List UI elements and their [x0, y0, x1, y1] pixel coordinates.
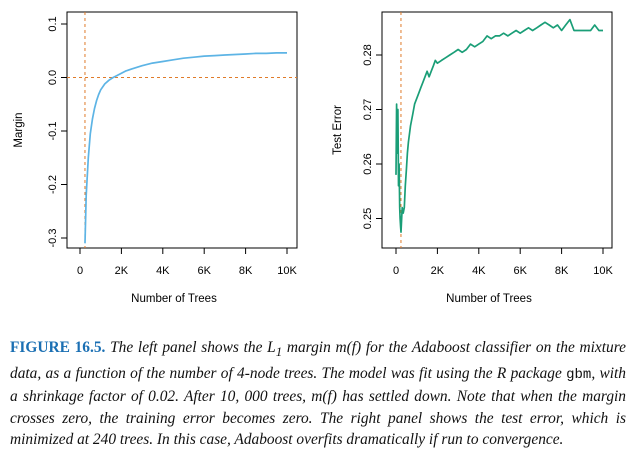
panel1-plot-frame — [66, 11, 298, 249]
caption-text-a: The left panel shows the L — [110, 339, 276, 356]
panel1-y-tick-label: -0.1 — [47, 122, 59, 141]
panel2-plot-frame — [381, 11, 613, 249]
panel2-y-tick-label: 0.28 — [362, 44, 374, 65]
panel2-x-tick-label: 10K — [593, 265, 613, 277]
panel1-x-tick-label: 6K — [197, 265, 211, 277]
panel2-x-tick-label: 6K — [513, 265, 527, 277]
panel2-y-tick-label: 0.27 — [362, 99, 374, 120]
panel1-x-tick-label: 8K — [239, 265, 253, 277]
figure-caption: FIGURE 16.5. The left panel shows the L1… — [10, 337, 626, 450]
panel2-y-tick-label: 0.25 — [362, 208, 374, 229]
panel1-series-line — [84, 52, 287, 244]
caption-text-b: margin m(f) for the Adaboost classifier … — [10, 339, 626, 383]
panel2-series-line — [395, 18, 603, 233]
panel1-y-tick-label: 0.1 — [47, 16, 59, 31]
panel1-y-tick-label: 0.0 — [47, 70, 59, 85]
figure-label: FIGURE 16.5. — [10, 339, 106, 356]
panel1-x-axis-label: Number of Trees — [131, 293, 217, 305]
panel2-x-tick-label: 8K — [555, 265, 569, 277]
panel1-x-tick-label: 10K — [277, 265, 297, 277]
caption-text-c: , with a shrinkage factor of 0.02. After… — [10, 365, 626, 448]
panel1-x-tick-label: 2K — [115, 265, 129, 277]
panel2-x-tick-label: 2K — [431, 265, 445, 277]
panel2-x-tick-label: 4K — [472, 265, 486, 277]
panel2-y-axis-label: Test Error — [332, 105, 344, 155]
panel2-x-tick-label: 0 — [393, 265, 399, 277]
panel2-y-tick-label: 0.26 — [362, 153, 374, 174]
panel1-x-tick-label: 0 — [77, 265, 83, 277]
caption-subscript: 1 — [275, 345, 283, 360]
panel1-y-axis-label: Margin — [13, 112, 25, 147]
panel1-y-tick-label: -0.2 — [47, 175, 59, 194]
panel2-x-axis-label: Number of Trees — [446, 293, 532, 305]
figure-charts: 0 2K 4K 6K 8K 10K -0.3 -0.2 -0.1 0.0 0.1 Number of … — [13, 11, 613, 305]
panel1-y-tick-label: -0.3 — [47, 229, 59, 248]
caption-package-name: gbm — [566, 367, 592, 384]
panel1-x-tick-label: 4K — [156, 265, 170, 277]
